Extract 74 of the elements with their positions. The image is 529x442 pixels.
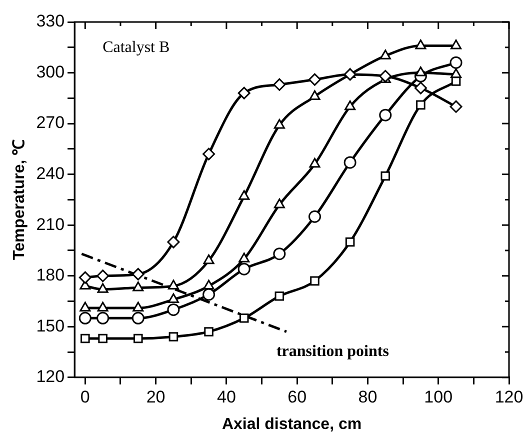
point bbox=[344, 156, 356, 169]
point bbox=[168, 280, 179, 290]
point bbox=[203, 254, 214, 264]
point bbox=[134, 334, 143, 344]
y-tick-label: 180 bbox=[36, 266, 65, 285]
point bbox=[308, 73, 321, 86]
point bbox=[204, 327, 214, 336]
point bbox=[308, 210, 321, 223]
point bbox=[239, 314, 249, 323]
point bbox=[450, 100, 462, 113]
x-tick-label: 120 bbox=[494, 387, 524, 406]
point bbox=[274, 118, 285, 129]
point bbox=[202, 148, 216, 160]
point bbox=[132, 281, 144, 292]
point bbox=[167, 236, 180, 248]
y-axis-title: Temperature, ℃ bbox=[11, 139, 28, 260]
y-tick-label: 150 bbox=[36, 316, 65, 336]
point bbox=[414, 82, 427, 94]
point bbox=[450, 68, 462, 78]
point bbox=[96, 312, 110, 324]
point bbox=[379, 108, 392, 122]
point bbox=[416, 100, 426, 110]
point bbox=[97, 283, 108, 293]
point bbox=[450, 39, 462, 50]
point bbox=[450, 56, 462, 69]
point bbox=[78, 312, 92, 324]
x-tick-label: 40 bbox=[216, 387, 236, 406]
point bbox=[379, 70, 392, 82]
point bbox=[415, 66, 426, 76]
x-axis-title: Axial distance, cm bbox=[222, 416, 362, 433]
x-tick-label: 80 bbox=[358, 387, 378, 406]
point bbox=[415, 39, 426, 50]
point bbox=[274, 198, 285, 208]
point bbox=[310, 276, 320, 286]
point bbox=[78, 271, 92, 284]
point bbox=[273, 78, 286, 91]
y-tick-label: 300 bbox=[36, 62, 65, 82]
x-tick-label: 0 bbox=[80, 387, 90, 406]
point bbox=[98, 334, 108, 344]
point bbox=[274, 292, 284, 301]
point bbox=[80, 334, 90, 344]
y-tick-label: 270 bbox=[36, 113, 65, 132]
x-tick-label: 20 bbox=[146, 387, 166, 406]
x-tick-label: 100 bbox=[424, 387, 453, 406]
point bbox=[168, 293, 179, 304]
point bbox=[97, 302, 108, 312]
point bbox=[344, 100, 356, 110]
point bbox=[132, 268, 144, 280]
point bbox=[238, 190, 250, 200]
point bbox=[80, 302, 91, 312]
point bbox=[168, 332, 178, 342]
y-tick-label: 240 bbox=[36, 164, 65, 183]
point bbox=[380, 50, 391, 60]
point bbox=[238, 252, 250, 262]
point bbox=[238, 262, 250, 276]
point bbox=[202, 288, 216, 301]
point bbox=[167, 303, 180, 316]
point bbox=[309, 90, 320, 100]
y-tick-label: 330 bbox=[36, 12, 65, 31]
point bbox=[132, 312, 144, 324]
x-tick-label: 60 bbox=[288, 387, 307, 406]
y-tick-label: 210 bbox=[36, 214, 65, 234]
point bbox=[203, 280, 214, 290]
point bbox=[238, 86, 250, 100]
point bbox=[96, 270, 110, 282]
point bbox=[273, 248, 286, 260]
point bbox=[345, 237, 355, 247]
point bbox=[380, 171, 390, 181]
y-tick-label: 120 bbox=[36, 367, 65, 386]
series-label: transition points bbox=[276, 342, 389, 360]
point bbox=[132, 302, 144, 312]
point bbox=[309, 158, 320, 168]
point bbox=[344, 68, 356, 81]
annotation: Catalyst B bbox=[102, 39, 170, 56]
